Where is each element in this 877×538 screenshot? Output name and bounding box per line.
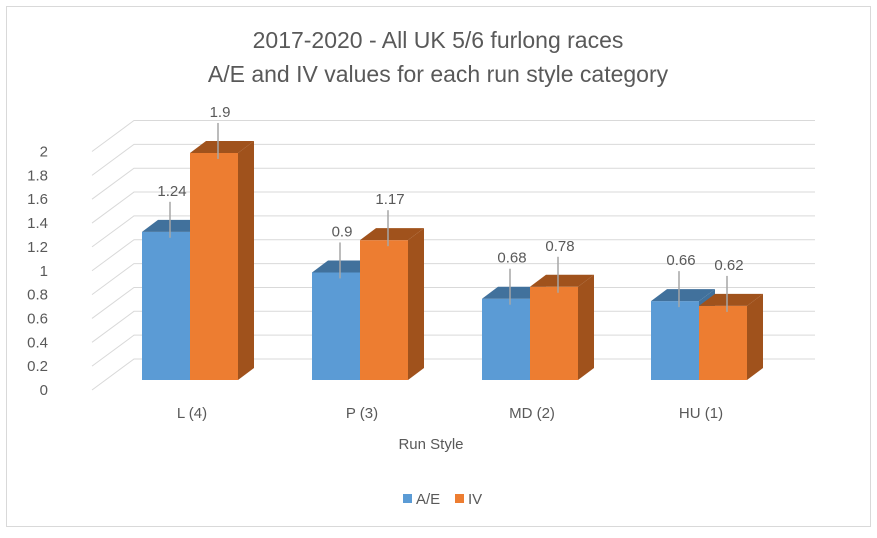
- gridline: [91, 263, 815, 296]
- y-tick-label: 1.2: [27, 239, 48, 256]
- gridline: [91, 120, 815, 152]
- data-label: 1.24: [157, 183, 186, 200]
- bar-iv: [530, 286, 578, 380]
- y-tick-label: 1.4: [27, 215, 48, 232]
- bar-top: [530, 274, 594, 287]
- bar-side: [578, 274, 594, 380]
- x-tick-label: HU (1): [679, 405, 723, 422]
- y-tick-label: 0.2: [27, 358, 48, 375]
- gridline: [91, 191, 815, 224]
- bar-side: [238, 140, 254, 380]
- legend-label: IV: [468, 491, 482, 508]
- bar-top: [360, 228, 424, 241]
- y-tick-label: 1.6: [27, 191, 48, 208]
- gridline: [91, 143, 815, 176]
- gridline: [91, 167, 815, 200]
- bar-iv: [190, 152, 238, 380]
- bar-ae: [312, 272, 360, 380]
- bar-side: [408, 228, 424, 380]
- data-label: 0.66: [666, 252, 695, 269]
- x-tick-label: P (3): [346, 405, 378, 422]
- data-label: 1.9: [210, 104, 231, 121]
- legend-label: A/E: [416, 491, 440, 508]
- bar-iv: [699, 305, 747, 380]
- bar-side: [747, 293, 763, 380]
- bar-ae: [482, 298, 530, 380]
- y-tick-label: 1: [40, 263, 48, 280]
- y-tick-label: 0.6: [27, 310, 48, 327]
- legend-swatch: [455, 494, 464, 503]
- y-tick-label: 0.8: [27, 287, 48, 304]
- legend-swatch: [403, 494, 412, 503]
- x-axis-title: Run Style: [398, 436, 463, 453]
- bar-top: [190, 140, 254, 153]
- bar-top: [651, 289, 715, 302]
- data-label: 0.9: [332, 223, 353, 240]
- bar-top: [699, 293, 763, 306]
- data-label: 0.62: [714, 257, 743, 274]
- x-tick-label: MD (2): [509, 405, 555, 422]
- gridline: [91, 215, 815, 248]
- data-label: 1.17: [375, 191, 404, 208]
- chart-title-line1: 2017-2020 - All UK 5/6 furlong races: [253, 27, 624, 53]
- y-tick-label: 0: [40, 382, 48, 399]
- gridline: [91, 239, 815, 272]
- bar-ae: [651, 301, 699, 380]
- chart-title-line2: A/E and IV values for each run style cat…: [208, 61, 669, 87]
- y-tick-label: 0.4: [27, 334, 48, 351]
- y-tick-label: 2: [40, 144, 48, 161]
- data-label: 0.68: [497, 250, 526, 267]
- x-tick-label: L (4): [177, 405, 207, 422]
- bar-iv: [360, 240, 408, 380]
- data-label: 0.78: [545, 238, 574, 255]
- bar-ae: [142, 231, 190, 380]
- y-tick-label: 1.8: [27, 167, 48, 184]
